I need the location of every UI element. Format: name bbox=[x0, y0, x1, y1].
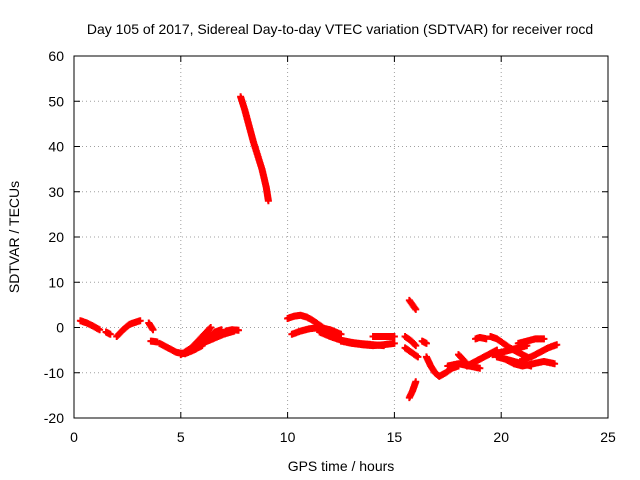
y-tick-label: 50 bbox=[48, 93, 64, 109]
x-tick-label: 20 bbox=[493, 429, 509, 445]
x-axis-title: GPS time / hours bbox=[288, 458, 395, 474]
data-point bbox=[206, 325, 214, 333]
y-tick-label: 40 bbox=[48, 139, 64, 155]
y-tick-label: -10 bbox=[44, 365, 64, 381]
data-point bbox=[540, 335, 548, 343]
series-t8 bbox=[187, 324, 215, 352]
series-t2 bbox=[102, 328, 114, 338]
data-point bbox=[390, 333, 398, 341]
data-point bbox=[207, 324, 215, 331]
data-point bbox=[136, 317, 144, 325]
data-point bbox=[264, 197, 272, 205]
data-point bbox=[390, 339, 398, 347]
y-axis-title: SDTVAR / TECUs bbox=[6, 181, 22, 293]
x-tick-label: 25 bbox=[600, 429, 616, 445]
series-t26 bbox=[472, 333, 490, 343]
x-tick-label: 15 bbox=[387, 429, 403, 445]
grid bbox=[74, 56, 608, 418]
data-point bbox=[411, 340, 419, 348]
series-t9 bbox=[198, 326, 225, 345]
series-t3 bbox=[113, 317, 144, 341]
data-point bbox=[412, 378, 420, 386]
x-tick-label: 5 bbox=[177, 429, 185, 445]
series-t5 bbox=[147, 337, 161, 346]
series-t11 bbox=[237, 93, 272, 205]
data-point bbox=[217, 326, 225, 334]
series-t18 bbox=[405, 296, 420, 313]
series-t21 bbox=[418, 337, 430, 347]
data-point bbox=[106, 330, 114, 338]
data-point bbox=[337, 330, 345, 338]
y-tick-labels: -20 -10 0 10 20 30 40 50 60 bbox=[44, 48, 64, 426]
series-t17 bbox=[401, 333, 420, 350]
y-tick-label: 0 bbox=[56, 320, 64, 336]
y-tick-label: 30 bbox=[48, 184, 64, 200]
series-t1 bbox=[76, 317, 104, 334]
data-point bbox=[412, 305, 420, 313]
data-point bbox=[461, 357, 469, 365]
series-t20 bbox=[401, 344, 422, 361]
y-tick-label: -20 bbox=[44, 410, 64, 426]
data-point bbox=[476, 364, 484, 372]
series-t19 bbox=[405, 378, 420, 402]
axis-ticks bbox=[73, 55, 609, 419]
series-t4 bbox=[145, 319, 157, 334]
y-tick-label: 20 bbox=[48, 229, 64, 245]
data-point bbox=[482, 335, 490, 343]
series-t15 bbox=[337, 337, 398, 350]
y-tick-label: 60 bbox=[48, 48, 64, 64]
series-t13 bbox=[288, 324, 345, 338]
x-tick-label: 0 bbox=[70, 429, 78, 445]
data-point bbox=[553, 341, 561, 349]
data-point bbox=[422, 339, 430, 347]
data-point bbox=[412, 342, 420, 350]
series-t10 bbox=[222, 326, 242, 335]
y-tick-label: 10 bbox=[48, 274, 64, 290]
data-marks bbox=[76, 93, 561, 402]
data-point bbox=[460, 356, 468, 364]
data-point bbox=[414, 353, 422, 361]
x-tick-labels: 0 5 10 15 20 25 bbox=[70, 429, 616, 445]
data-point bbox=[96, 326, 104, 334]
chart-title: Day 105 of 2017, Sidereal Day-to-day VTE… bbox=[87, 21, 593, 37]
series-t31 bbox=[514, 335, 548, 347]
series-t16 bbox=[369, 333, 398, 341]
data-point bbox=[234, 326, 242, 334]
series-t24 bbox=[454, 351, 469, 365]
series-t32 bbox=[519, 341, 561, 363]
data-point bbox=[551, 360, 559, 368]
x-tick-label: 10 bbox=[280, 429, 296, 445]
series-t30 bbox=[501, 355, 559, 370]
data-point bbox=[149, 326, 157, 334]
